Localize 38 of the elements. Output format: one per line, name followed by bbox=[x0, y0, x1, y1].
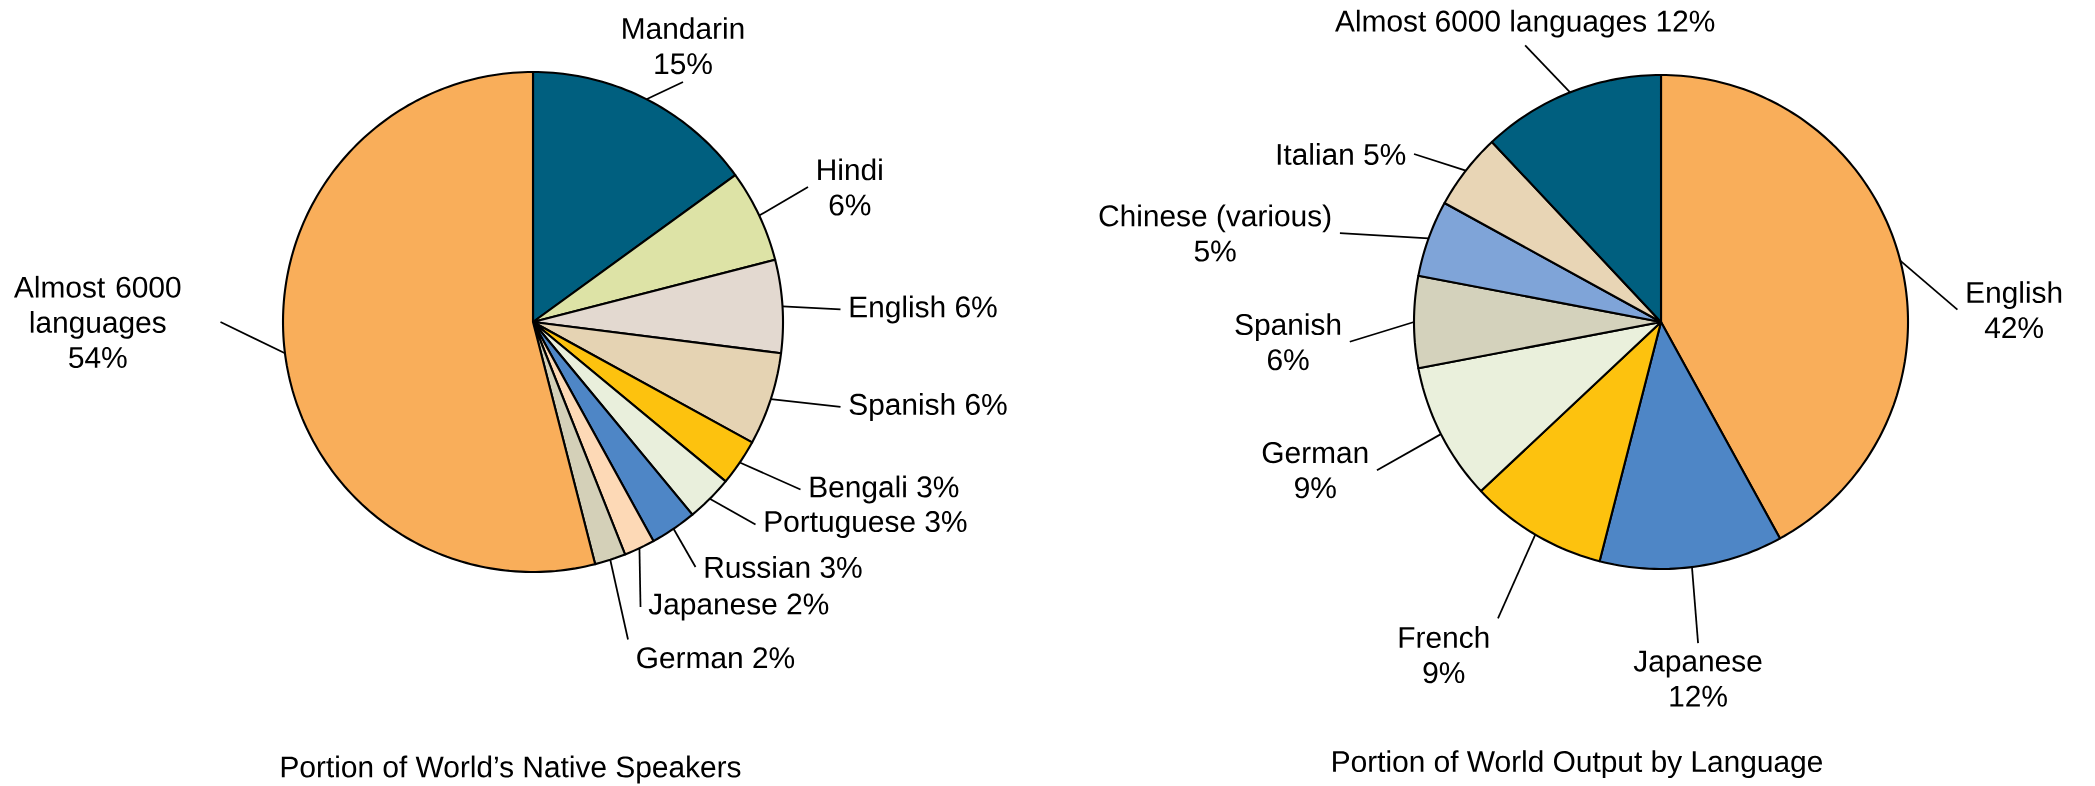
data-label: 3% bbox=[820, 556, 862, 578]
slice-label: German bbox=[1262, 442, 1368, 464]
slice-label: Spanish bbox=[849, 393, 955, 421]
data-label: 5% bbox=[1194, 240, 1236, 262]
data-label: 54% bbox=[69, 347, 127, 369]
slice-label: German bbox=[637, 647, 742, 669]
slice-label: English bbox=[1967, 281, 2062, 309]
slice-label: Japanese bbox=[1633, 650, 1762, 678]
slice-label: Almost 6000 languages bbox=[13, 275, 181, 339]
data-label: 9% bbox=[1295, 477, 1336, 499]
data-label: 12% bbox=[1670, 685, 1727, 707]
text: Portion of World Output by Language bbox=[1333, 750, 1822, 779]
slice-label: Hindi bbox=[818, 158, 882, 181]
data-label: 2% bbox=[753, 647, 795, 669]
slice-label: Russian bbox=[705, 556, 810, 578]
data-label: 12% bbox=[1657, 10, 1715, 32]
data-label: 2% bbox=[787, 593, 829, 615]
data-label: 5% bbox=[1364, 143, 1406, 165]
data-label: 15% bbox=[655, 53, 712, 75]
data-label: 6% bbox=[966, 393, 1007, 415]
data-label: 6% bbox=[1268, 349, 1309, 371]
slice-label: English bbox=[850, 295, 945, 324]
data-label: 3% bbox=[917, 476, 959, 498]
data-label: 3% bbox=[925, 510, 967, 533]
slice-label: Italian bbox=[1277, 143, 1353, 165]
slice-label: Spanish bbox=[1235, 313, 1341, 342]
slice-label: Chinese (various) bbox=[1099, 204, 1331, 233]
slice-label: French bbox=[1399, 626, 1489, 649]
data-label: 9% bbox=[1423, 662, 1465, 684]
data-label: 42% bbox=[1984, 317, 2043, 339]
slice-label: Mandarin bbox=[623, 17, 744, 40]
data-label: 6% bbox=[956, 296, 997, 318]
slice-label: Bengali bbox=[810, 475, 906, 504]
slice-label: Almost 6000 languages bbox=[1335, 9, 1647, 38]
text: Portion of World’s Native Speakers bbox=[281, 755, 741, 784]
slice-label: Portuguese bbox=[765, 511, 915, 538]
data-label: 6% bbox=[829, 194, 871, 216]
slice-label: Japanese bbox=[648, 593, 777, 621]
